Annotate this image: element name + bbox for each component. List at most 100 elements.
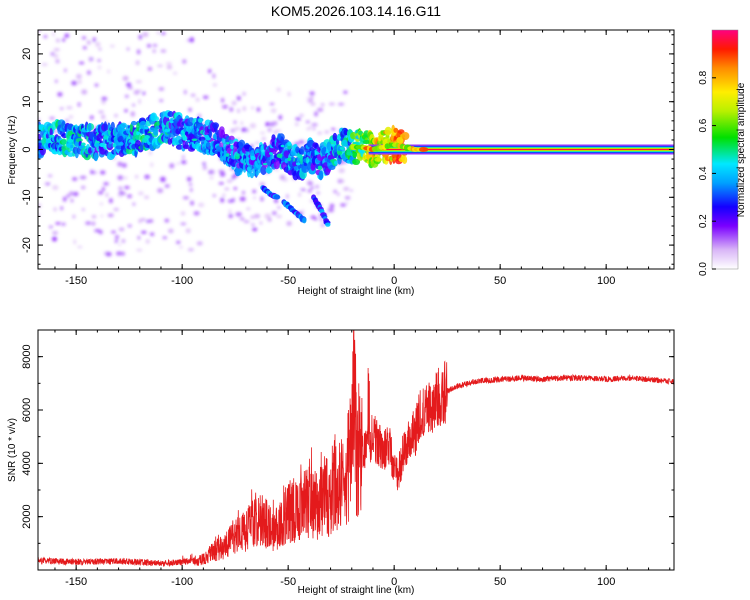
spectrogram-ytick-label: 0 [21,146,33,152]
ridge-blob [255,170,259,176]
noise-speckle [114,114,118,118]
noise-speckle [328,102,335,106]
noise-speckle [316,191,320,195]
spectrogram-ridge [38,110,410,181]
noise-speckle [101,114,106,120]
noise-speckle [135,23,139,26]
noise-speckle [70,198,74,203]
noise-speckle [136,249,143,252]
ridge-hotspot [287,157,292,161]
ridge-blob [228,139,234,144]
noise-speckle [219,171,226,177]
ridge-hotspot [317,165,323,171]
noise-speckle [117,175,124,180]
ridge-hotspot [136,131,140,136]
noise-speckle [55,222,61,225]
noise-speckle [264,213,271,219]
noise-speckle [202,165,207,170]
noise-speckle [137,235,141,240]
noise-speckle [90,115,94,120]
noise-speckle [173,71,178,75]
noise-speckle [333,189,337,194]
ridge-hotspot [230,144,234,150]
colorbar-tick-label: 0.8 [698,70,709,84]
ridge-hotspot [186,139,191,143]
noise-speckle [61,223,66,226]
noise-speckle [66,106,73,109]
noise-speckle [144,195,150,199]
noise-speckle [202,162,206,166]
carrier-blob [422,147,429,152]
branch-blob [302,217,307,224]
noise-speckle [240,121,243,125]
noise-speckle [109,198,113,204]
noise-speckle [182,155,185,159]
ridge-hotspot [346,151,353,156]
noise-speckle [55,59,60,64]
noise-speckle [65,119,69,123]
ridge-blob [300,146,305,155]
ridge-hotspot [191,138,198,142]
noise-speckle [123,176,128,180]
noise-speckle [152,49,156,53]
colorbar-ticks: 0.0 0.2 0.4 0.6 0.8 [698,70,716,276]
snr-ytick-label: 2000 [21,504,33,528]
noise-speckle [76,74,82,79]
noise-speckle [91,221,96,226]
ridge-hotspot [99,142,106,148]
noise-speckle [121,251,125,256]
noise-speckle [252,227,258,232]
ridge-hotspot [204,134,210,139]
noise-speckle [193,211,200,216]
noise-speckle [41,63,48,66]
noise-speckle [97,65,102,70]
noise-speckle [197,202,205,207]
noise-speckle [305,120,310,124]
ridge-hotspot [70,144,74,149]
noise-speckle [239,196,246,202]
noise-speckle [141,231,147,234]
ridge-blob [328,164,336,170]
noise-speckle [111,231,116,233]
ridge-hotspot [130,140,136,144]
noise-speckle [102,187,105,192]
spectrogram-xtick-label: 100 [597,275,615,287]
noise-speckle [101,96,108,101]
noise-speckle [126,82,132,87]
ridge-hotspot [144,135,150,139]
ridge-blob [120,122,127,129]
ridge-blob [208,130,213,138]
noise-speckle [196,241,203,246]
ridge-blob [153,128,159,136]
noise-speckle [115,239,118,243]
ridge-hotspot [164,129,170,133]
noise-speckle [53,53,59,59]
noise-speckle [55,79,58,83]
noise-speckle [182,196,189,200]
noise-speckle [278,115,282,120]
ridge-blob [238,139,246,149]
noise-speckle [118,191,124,195]
noise-speckle [286,194,289,199]
noise-speckle [180,211,186,216]
noise-speckle [122,163,127,168]
noise-speckle [309,125,312,130]
noise-speckle [338,103,345,106]
noise-speckle [212,73,216,79]
noise-speckle [100,170,106,175]
noise-speckle [300,188,307,191]
noise-speckle [149,150,152,156]
noise-speckle [259,221,263,225]
ridge-blob [129,123,133,133]
noise-speckle [49,225,53,229]
noise-speckle [64,68,67,72]
noise-speckle [185,228,191,234]
snr-ytick-label: 8000 [21,344,33,368]
noise-speckle [343,187,350,191]
colorbar-frame [711,29,739,270]
noise-speckle [52,236,57,242]
ridge-blob [182,144,191,150]
noise-speckle [295,123,299,126]
noise-speckle [118,227,125,232]
